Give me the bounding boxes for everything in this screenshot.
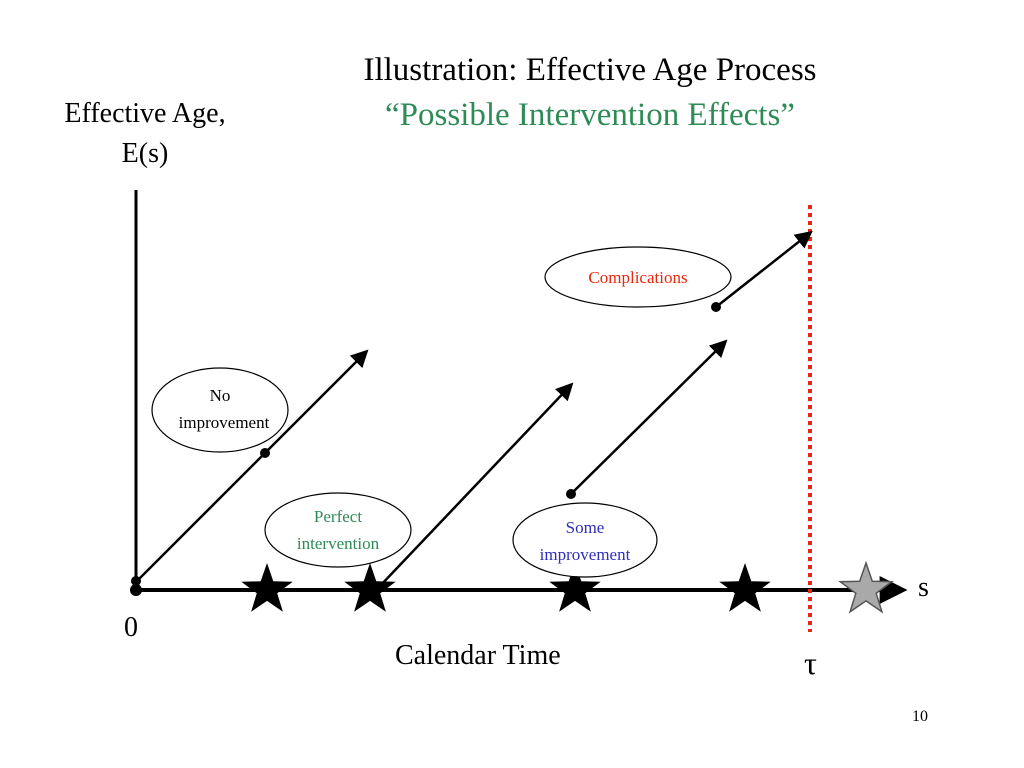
intervention-point-3 (711, 302, 721, 312)
tau-label: τ (804, 645, 817, 681)
callout-no-improvement-line1: No (210, 386, 231, 405)
slide-subtitle: “Possible Intervention Effects” (385, 97, 795, 133)
start-point (131, 576, 141, 586)
censor-star-icon (838, 560, 894, 614)
callout-perfect-intervention-line1: Perfect (314, 507, 362, 526)
event-star-icon (549, 563, 601, 612)
age-segment-2 (379, 382, 574, 587)
callout-some-improvement-line2: improvement (540, 545, 631, 564)
page-number: 10 (912, 708, 928, 725)
slide-title: Illustration: Effective Age Process (363, 52, 817, 88)
origin-label: 0 (124, 612, 138, 643)
callout-complications-line1: Complications (588, 268, 687, 287)
callout-perfect-intervention-line2: intervention (297, 534, 380, 553)
callout-no-improvement: No improvement (151, 367, 289, 453)
event-star-icon (241, 563, 293, 612)
callout-complications: Complications (544, 246, 732, 308)
x-axis-label: Calendar Time (395, 640, 561, 671)
x-axis-symbol: s (918, 572, 929, 603)
intervention-point-2 (566, 489, 576, 499)
age-segment-4 (715, 230, 813, 308)
y-axis-label: Effective Age, E(s) (64, 98, 226, 169)
callout-some-improvement-line1: Some (566, 518, 605, 537)
age-segment-1 (135, 349, 369, 583)
intervention-point-1 (260, 448, 270, 458)
age-segment-3 (570, 339, 728, 495)
origin-point (130, 584, 142, 596)
event-star-icon (719, 563, 771, 612)
callout-no-improvement-line2: improvement (179, 413, 270, 432)
event-star-icon (344, 563, 396, 612)
callout-perfect-intervention: Perfect intervention (264, 492, 412, 568)
callout-some-improvement: Some improvement (512, 502, 658, 578)
